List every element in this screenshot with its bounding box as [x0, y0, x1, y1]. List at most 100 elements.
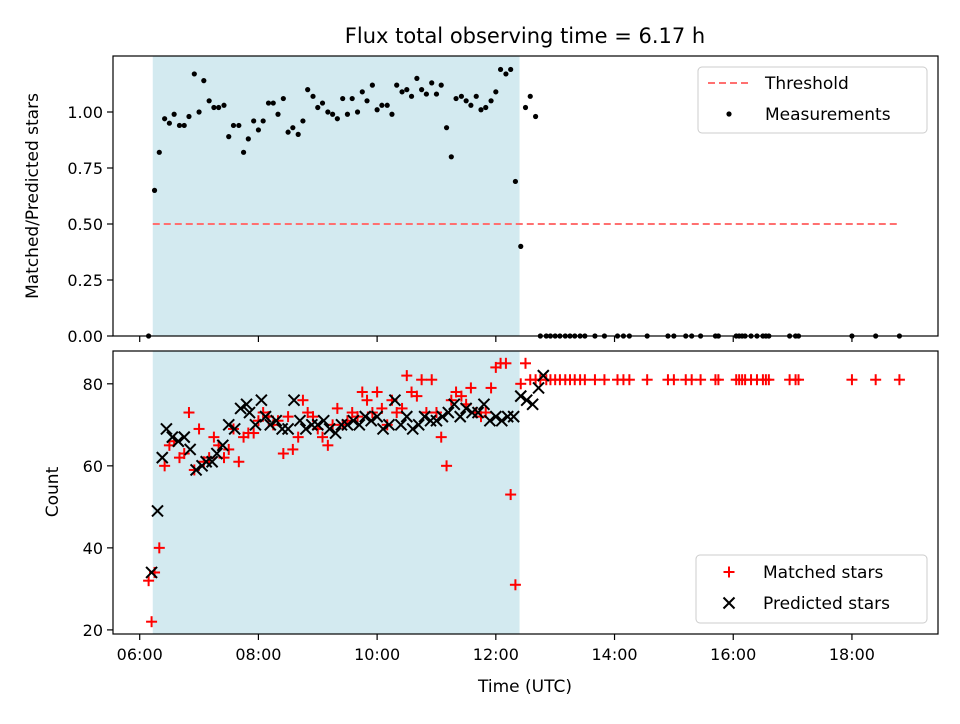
measurement-point	[340, 96, 345, 101]
measurement-point	[394, 83, 399, 88]
xtick-label: 06:00	[117, 645, 163, 664]
matched-star-point	[870, 374, 881, 385]
bottom-observing-window-layer	[153, 351, 520, 634]
measurement-point	[414, 76, 419, 81]
top-y-axis-label: Matched/Predicted stars	[23, 93, 43, 299]
predicted-star-point	[533, 382, 544, 393]
top-ytick-label: 0.50	[67, 215, 103, 234]
measurement-point	[503, 71, 508, 76]
measurement-point	[468, 103, 473, 108]
measurement-point	[256, 127, 261, 132]
matched-star-point	[668, 374, 679, 385]
measurement-point	[207, 98, 212, 103]
measurement-point	[177, 123, 182, 128]
chart-svg: Flux total observing time = 6.17 h 0.000…	[0, 0, 960, 720]
legend-threshold-label: Threshold	[764, 74, 849, 94]
measurement-point	[459, 94, 464, 99]
measurement-point	[528, 94, 533, 99]
measurement-point	[508, 67, 513, 72]
measurement-point	[201, 78, 206, 83]
measurement-point	[221, 103, 226, 108]
measurement-point	[444, 125, 449, 130]
matched-star-point	[520, 358, 531, 369]
top-y-axis: 0.000.250.500.751.00	[67, 103, 113, 346]
predicted-star-point	[527, 399, 538, 410]
measurement-point	[192, 71, 197, 76]
top-ytick-label: 0.75	[67, 159, 103, 178]
measurement-point	[236, 123, 241, 128]
measurement-point	[518, 244, 523, 249]
matched-star-point	[624, 374, 635, 385]
matched-star-point	[642, 374, 653, 385]
top-ytick-label: 0.25	[67, 271, 103, 290]
measurement-point	[385, 103, 390, 108]
measurement-point	[419, 87, 424, 92]
measurement-point	[449, 154, 454, 159]
measurement-point	[300, 118, 305, 123]
matched-star-point	[589, 374, 600, 385]
bottom-y-axis: 20 40 60 80	[83, 375, 113, 640]
measurement-point	[375, 107, 380, 112]
bottom-ytick-label: 60	[83, 457, 103, 476]
measurement-point	[246, 136, 251, 141]
measurement-point	[290, 125, 295, 130]
measurement-point	[296, 132, 301, 137]
measurement-point	[281, 96, 286, 101]
top-observing-window	[153, 56, 520, 336]
measurement-point	[364, 98, 369, 103]
bottom-x-axis: 06:00 08:00 10:00 12:00 14:00 16:00 18:00	[117, 634, 875, 664]
measurement-point	[216, 105, 221, 110]
xtick-label: 14:00	[591, 645, 637, 664]
bottom-ytick-label: 20	[83, 621, 103, 640]
measurement-point	[231, 123, 236, 128]
measurement-point	[335, 116, 340, 121]
measurement-point	[439, 83, 444, 88]
measurement-point	[320, 100, 325, 105]
measurement-point	[310, 94, 315, 99]
measurement-point	[186, 114, 191, 119]
measurements-legend-marker	[726, 111, 731, 116]
measurement-point	[399, 89, 404, 94]
predicted-star-point	[521, 395, 532, 406]
measurement-point	[162, 116, 167, 121]
measurement-point	[172, 112, 177, 117]
matched-star-point	[894, 374, 905, 385]
measurement-point	[251, 118, 256, 123]
xtick-label: 16:00	[710, 645, 756, 664]
measurement-point	[434, 91, 439, 96]
measurement-point	[271, 100, 276, 105]
measurement-point	[325, 109, 330, 114]
measurement-point	[330, 112, 335, 117]
bottom-legend: Matched stars Predicted stars	[696, 555, 927, 623]
measurement-point	[474, 94, 479, 99]
top-ytick-label: 1.00	[67, 103, 103, 122]
measurement-point	[152, 188, 157, 193]
measurement-point	[404, 87, 409, 92]
measurement-point	[226, 134, 231, 139]
measurement-point	[305, 87, 310, 92]
measurement-point	[360, 89, 365, 94]
matched-star-point	[695, 374, 706, 385]
chart-title: Flux total observing time = 6.17 h	[345, 24, 705, 48]
bottom-panel: 20406080 06:00 08:00 10:00 12:00 14:00 16:00 1…	[43, 351, 938, 697]
xtick-label: 08:00	[235, 645, 281, 664]
measurement-point	[429, 80, 434, 85]
measurement-point	[424, 91, 429, 96]
legend-predicted-label: Predicted stars	[763, 594, 890, 614]
measurement-point	[370, 83, 375, 88]
measurement-point	[498, 67, 503, 72]
measurement-point	[523, 105, 528, 110]
xtick-label: 10:00	[354, 645, 400, 664]
matched-star-point	[846, 374, 857, 385]
measurement-point	[157, 150, 162, 155]
measurement-point	[493, 89, 498, 94]
measurement-point	[355, 109, 360, 114]
measurement-point	[211, 105, 216, 110]
legend-matched-label: Matched stars	[763, 563, 883, 583]
top-panel: 0.000.250.500.751.00 Matched/Predicted s…	[23, 56, 938, 346]
xtick-label: 18:00	[829, 645, 875, 664]
measurement-point	[464, 98, 469, 103]
measurement-point	[453, 96, 458, 101]
measurement-point	[488, 98, 493, 103]
bottom-ytick-label: 80	[83, 375, 103, 394]
